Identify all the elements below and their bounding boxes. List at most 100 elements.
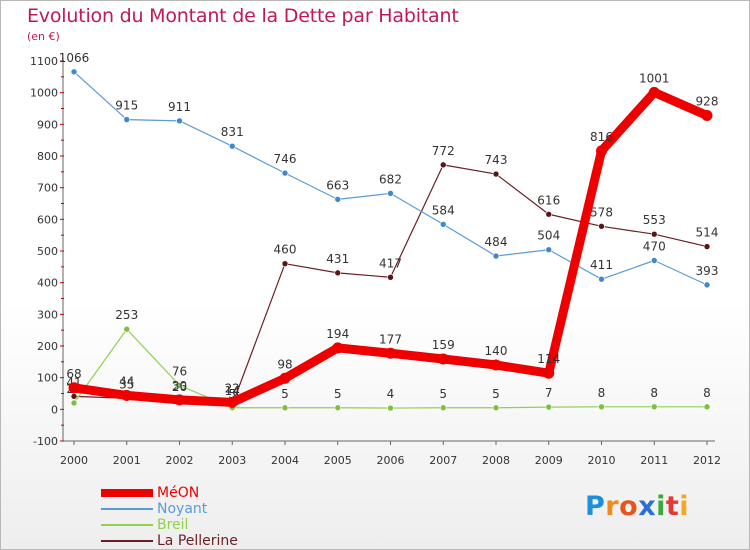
- data-point-m-on: [543, 367, 555, 379]
- data-label-breil: 5: [281, 387, 289, 401]
- data-point-noyant: [598, 275, 605, 283]
- legend: MéON Noyant Breil La Pellerine: [101, 485, 238, 549]
- series-line-la-pellerine: [73, 164, 708, 406]
- legend-item-breil: Breil: [101, 517, 238, 533]
- data-label-m-on: 44: [119, 374, 134, 388]
- data-point-breil: [123, 325, 131, 333]
- data-label-noyant: 393: [696, 264, 719, 278]
- y-tick-label: 300: [37, 308, 58, 321]
- data-point-m-on: [490, 359, 502, 371]
- data-label-m-on: 68: [66, 367, 81, 381]
- y-tick-label: 200: [37, 340, 58, 353]
- data-label-breil: 5: [492, 387, 500, 401]
- data-label-m-on: 816: [590, 130, 613, 144]
- data-label-noyant: 746: [274, 152, 297, 166]
- data-label-noyant: 584: [432, 203, 455, 217]
- data-label-breil: 5: [228, 387, 236, 401]
- data-point-breil: [387, 404, 394, 412]
- logo-letter: r: [605, 491, 620, 522]
- data-point-noyant: [703, 281, 711, 289]
- y-tick-label: 100: [37, 372, 58, 385]
- data-point-la-pellerine: [703, 243, 711, 250]
- data-point-la-pellerine: [598, 223, 605, 230]
- logo-letter: P: [585, 491, 606, 522]
- y-tick-label: 500: [37, 245, 58, 258]
- legend-swatch-la-pellerine: [101, 540, 153, 542]
- logo-letter: x: [638, 491, 657, 522]
- data-point-breil: [70, 399, 78, 407]
- y-tick-label: 400: [37, 277, 58, 290]
- legend-swatch-meon: [101, 489, 153, 497]
- data-label-m-on: 159: [432, 338, 455, 352]
- data-label-m-on: 98: [277, 357, 292, 371]
- legend-label-breil: Breil: [157, 517, 189, 533]
- data-point-noyant: [176, 117, 183, 125]
- x-tick-label: 2002: [166, 454, 194, 467]
- y-tick-label: -100: [33, 435, 58, 448]
- data-point-m-on: [332, 342, 344, 354]
- legend-swatch-breil: [101, 524, 153, 526]
- data-label-noyant: 470: [643, 240, 666, 254]
- data-label-m-on: 22: [225, 381, 240, 395]
- data-point-breil: [281, 404, 289, 412]
- data-label-noyant: 831: [221, 125, 244, 139]
- data-label-m-on: 140: [485, 344, 508, 358]
- data-label-la-pellerine: 743: [485, 153, 508, 167]
- data-point-noyant: [387, 190, 394, 197]
- data-point-la-pellerine: [387, 273, 394, 281]
- data-point-la-pellerine: [439, 161, 447, 169]
- x-tick-label: 2003: [218, 454, 246, 467]
- data-point-breil: [439, 404, 447, 412]
- y-tick-label: 600: [37, 213, 58, 226]
- y-tick-label: 800: [37, 150, 58, 163]
- data-label-la-pellerine: 460: [274, 243, 297, 257]
- data-point-la-pellerine: [650, 230, 658, 238]
- data-point-m-on: [174, 394, 185, 406]
- x-tick-label: 2008: [482, 454, 510, 467]
- logo-letter: o: [619, 491, 639, 522]
- x-tick-label: 2011: [640, 454, 668, 467]
- data-label-breil: 7: [545, 386, 553, 400]
- data-point-m-on: [596, 145, 607, 157]
- x-tick-label: 2009: [535, 454, 563, 467]
- chart-subtitle: (en €): [27, 30, 60, 43]
- data-label-noyant: 682: [379, 172, 402, 186]
- data-point-noyant: [281, 169, 289, 177]
- data-point-breil: [545, 403, 553, 411]
- data-label-la-pellerine: 514: [696, 226, 719, 240]
- data-label-m-on: 177: [379, 332, 402, 346]
- data-label-m-on: 30: [172, 379, 187, 393]
- y-tick-label: 1000: [30, 87, 58, 100]
- data-point-m-on: [385, 347, 396, 359]
- data-point-noyant: [650, 257, 658, 264]
- data-label-noyant: 484: [485, 235, 508, 249]
- data-label-noyant: 663: [326, 178, 349, 192]
- data-label-la-pellerine: 553: [643, 213, 666, 227]
- legend-item-la-pellerine: La Pellerine: [101, 533, 238, 549]
- data-point-noyant: [70, 68, 78, 76]
- proxiti-logo: Proxiti: [585, 491, 689, 522]
- data-point-noyant: [492, 252, 500, 260]
- data-point-noyant: [439, 221, 447, 228]
- logo-letter: i: [656, 491, 666, 522]
- data-point-breil: [703, 403, 711, 411]
- data-point-m-on: [701, 109, 713, 121]
- data-label-la-pellerine: 431: [326, 252, 349, 266]
- data-point-breil: [598, 403, 605, 411]
- data-point-noyant: [228, 142, 236, 150]
- legend-label-meon: MéON: [157, 485, 200, 501]
- data-label-la-pellerine: 616: [537, 193, 560, 207]
- data-label-m-on: 928: [696, 94, 719, 108]
- data-point-noyant: [334, 196, 342, 203]
- data-label-noyant: 504: [537, 229, 560, 243]
- data-label-m-on: 1001: [639, 71, 670, 85]
- x-tick-label: 2010: [588, 454, 616, 467]
- data-label-breil: 8: [703, 386, 711, 400]
- y-tick-label: 1100: [30, 55, 58, 68]
- data-point-m-on: [226, 396, 238, 408]
- x-tick-label: 2001: [113, 454, 141, 467]
- y-tick-label: 900: [37, 118, 58, 131]
- data-label-m-on: 114: [537, 352, 560, 366]
